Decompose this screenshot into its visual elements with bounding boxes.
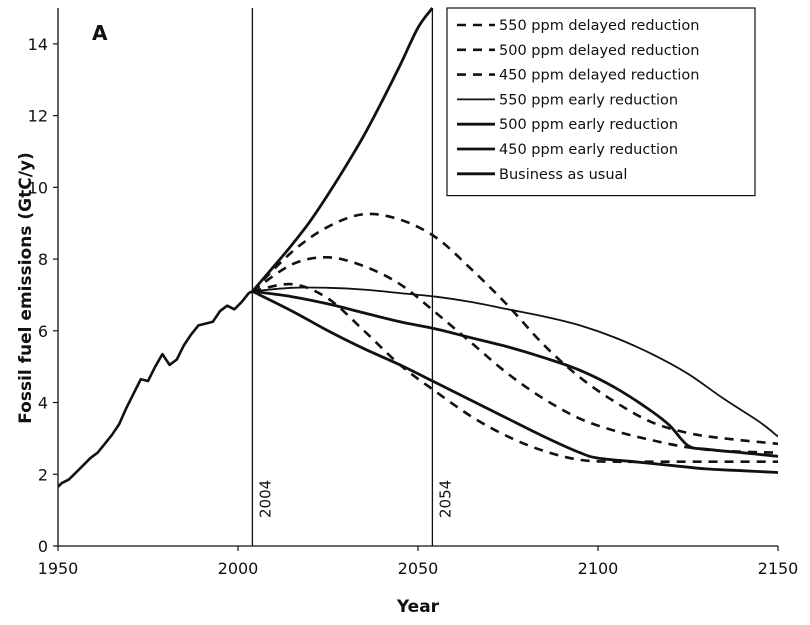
legend: 550 ppm delayed reduction 500 ppm delayed… <box>446 7 756 197</box>
series-line-450-ppm-delayed-reduction <box>252 282 778 464</box>
vertical-marker-label: 2004 <box>256 480 274 518</box>
axes: 2004 2054 0 2 4 6 8 10 12 14 1950 2000 2050 2100 2150 <box>28 8 799 578</box>
y-axis-title: Fossil fuel emissions (GtC/y) <box>16 152 36 424</box>
y-tick-label: 14 <box>28 35 48 54</box>
legend-box <box>446 7 756 197</box>
legend-entry-500-ppm-delayed-reduction: 500 ppm delayed reduction <box>499 43 700 59</box>
legend-entry-550-ppm-early-reduction: 550 ppm early reduction <box>499 92 678 108</box>
series-line-550-ppm-delayed-reduction <box>251 212 778 446</box>
x-tick-label: 2100 <box>578 559 619 578</box>
legend-entry-500-ppm-early-reduction: 500 ppm early reduction <box>499 117 678 133</box>
historical-emissions-line <box>58 290 253 488</box>
y-tick-label: 12 <box>28 107 48 126</box>
series-line-550-ppm-early-reduction <box>252 286 778 438</box>
legend-entry-450-ppm-delayed-reduction: 450 ppm delayed reduction <box>499 68 700 84</box>
series-line-business-as-usual <box>251 7 434 293</box>
plot-lines <box>58 7 778 488</box>
y-tick-label: 10 <box>28 178 48 197</box>
x-tick-label: 2150 <box>758 559 799 578</box>
x-tick-label: 2050 <box>398 559 439 578</box>
plot-area <box>58 7 778 488</box>
panel-label: A <box>92 21 108 45</box>
legend-entry-business-as-usual: Business as usual <box>499 167 627 183</box>
y-tick-label: 4 <box>38 394 48 413</box>
y-tick-label: 8 <box>38 250 48 269</box>
x-tick-label: 1950 <box>38 559 79 578</box>
y-tick-label: 0 <box>38 537 48 556</box>
y-tick-label: 2 <box>38 465 48 484</box>
y-tick-label: 6 <box>38 322 48 341</box>
x-axis-title: Year <box>396 597 440 617</box>
x-tick-label: 2000 <box>218 559 259 578</box>
series-line-500-ppm-early-reduction <box>252 289 778 458</box>
vertical-marker-label: 2054 <box>436 480 454 518</box>
series-line-450-ppm-early-reduction <box>251 290 778 474</box>
legend-entry-450-ppm-early-reduction: 450 ppm early reduction <box>499 142 678 158</box>
legend-entry-550-ppm-delayed-reduction: 550 ppm delayed reduction <box>499 18 700 34</box>
